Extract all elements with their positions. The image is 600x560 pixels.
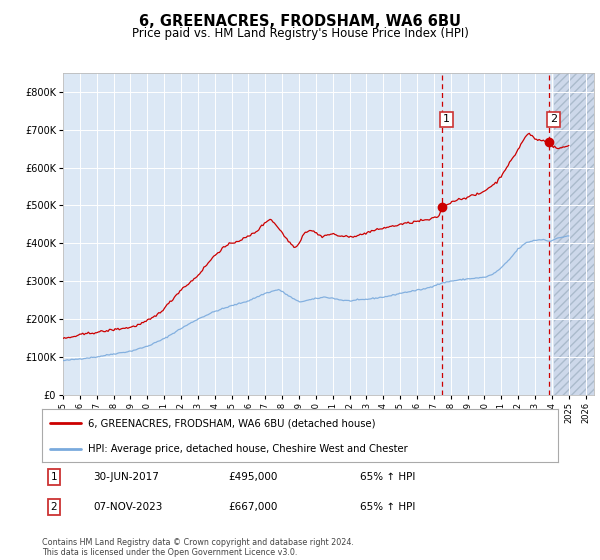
Text: 1: 1 [443,114,450,124]
Text: 65% ↑ HPI: 65% ↑ HPI [360,502,415,512]
Text: 65% ↑ HPI: 65% ↑ HPI [360,472,415,482]
Text: £495,000: £495,000 [228,472,277,482]
Bar [554,73,594,395]
Text: 07-NOV-2023: 07-NOV-2023 [93,502,163,512]
Text: 2: 2 [550,114,557,124]
Bar [554,73,594,395]
Text: 2: 2 [50,502,58,512]
Text: 1: 1 [50,472,58,482]
Text: 6, GREENACRES, FRODSHAM, WA6 6BU (detached house): 6, GREENACRES, FRODSHAM, WA6 6BU (detach… [88,418,376,428]
Text: 6, GREENACRES, FRODSHAM, WA6 6BU: 6, GREENACRES, FRODSHAM, WA6 6BU [139,14,461,29]
Text: Contains HM Land Registry data © Crown copyright and database right 2024.
This d: Contains HM Land Registry data © Crown c… [42,538,354,557]
Text: 30-JUN-2017: 30-JUN-2017 [93,472,159,482]
Text: HPI: Average price, detached house, Cheshire West and Chester: HPI: Average price, detached house, Ches… [88,444,408,454]
Text: Price paid vs. HM Land Registry's House Price Index (HPI): Price paid vs. HM Land Registry's House … [131,27,469,40]
Text: £667,000: £667,000 [228,502,277,512]
